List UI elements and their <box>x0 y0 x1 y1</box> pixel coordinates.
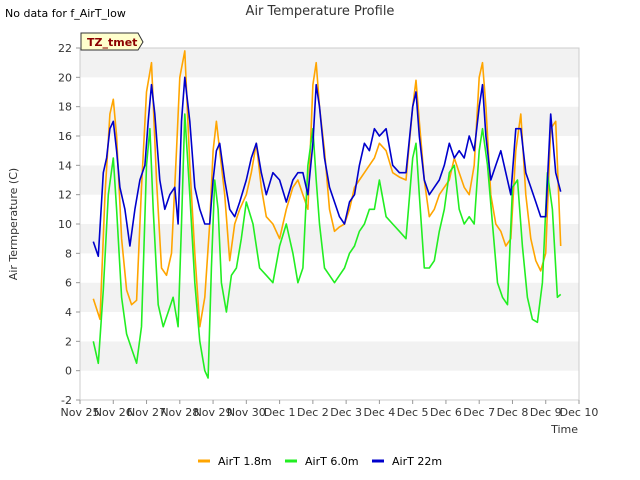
series-lines <box>92 50 562 379</box>
grid-band <box>80 282 579 312</box>
grid-band <box>80 253 579 283</box>
y-tick-label: 12 <box>58 189 72 202</box>
series-line-2 <box>92 113 562 379</box>
x-tick-label: Dec 7 <box>463 406 495 419</box>
legend-label: AirT 22m <box>392 455 442 468</box>
y-tick-label: 16 <box>58 130 72 143</box>
grid-band <box>80 312 579 342</box>
grid-band <box>80 370 579 400</box>
x-tick-label: Dec 4 <box>364 406 396 419</box>
y-tick-label: 8 <box>65 247 72 260</box>
x-tick-label: Nov 28 <box>160 406 199 419</box>
x-tick-label: Dec 5 <box>397 406 429 419</box>
tz-badge-label: TZ_tmet <box>87 36 137 49</box>
grid-band <box>80 136 579 166</box>
x-tick-label: Dec 8 <box>497 406 529 419</box>
grid-band <box>80 48 579 78</box>
y-tick-label: 4 <box>65 306 72 319</box>
grid-band <box>80 165 579 195</box>
grid-bands <box>80 48 579 400</box>
tz-badge: TZ_tmet <box>80 32 144 51</box>
x-axis-label: Time <box>550 423 578 436</box>
y-tick-label: 22 <box>58 42 72 55</box>
x-tick-label: Nov 30 <box>227 406 266 419</box>
chart-title: Air Temperature Profile <box>245 4 395 19</box>
y-axis-label: Air Termperature (C) <box>7 168 20 280</box>
x-tick-label: Dec 6 <box>430 406 462 419</box>
y-tick-label: 14 <box>58 159 72 172</box>
legend: AirT 1.8m AirT 6.0m AirT 22m <box>198 455 442 468</box>
y-axis: -2 0 2 4 6 8 10 12 14 16 18 20 22 <box>58 42 80 407</box>
y-tick-label: 20 <box>58 71 72 84</box>
y-tick-label: 18 <box>58 101 72 114</box>
y-tick-label: 2 <box>65 335 72 348</box>
x-tick-label: Nov 25 <box>61 406 100 419</box>
y-tick-label: 0 <box>65 365 72 378</box>
x-tick-label: Dec 1 <box>264 406 296 419</box>
legend-label: AirT 6.0m <box>305 455 359 468</box>
series-line-3 <box>92 76 562 258</box>
no-data-notice: No data for f_AirT_low <box>5 7 126 20</box>
x-tick-label: Dec 2 <box>297 406 329 419</box>
grid-band <box>80 77 579 107</box>
x-tick-label: Dec 10 <box>560 406 599 419</box>
y-tick-label: 6 <box>65 277 72 290</box>
x-tick-label: Nov 27 <box>127 406 166 419</box>
x-tick-label: Nov 29 <box>194 406 233 419</box>
y-tick-label: -2 <box>61 394 72 407</box>
x-tick-label: Dec 3 <box>330 406 362 419</box>
y-tick-label: 10 <box>58 218 72 231</box>
grid-band <box>80 224 579 254</box>
x-tick-label: Nov 26 <box>94 406 133 419</box>
x-tick-label: Dec 9 <box>530 406 562 419</box>
grid-band <box>80 341 579 371</box>
grid-band <box>80 106 579 136</box>
legend-label: AirT 1.8m <box>218 455 272 468</box>
